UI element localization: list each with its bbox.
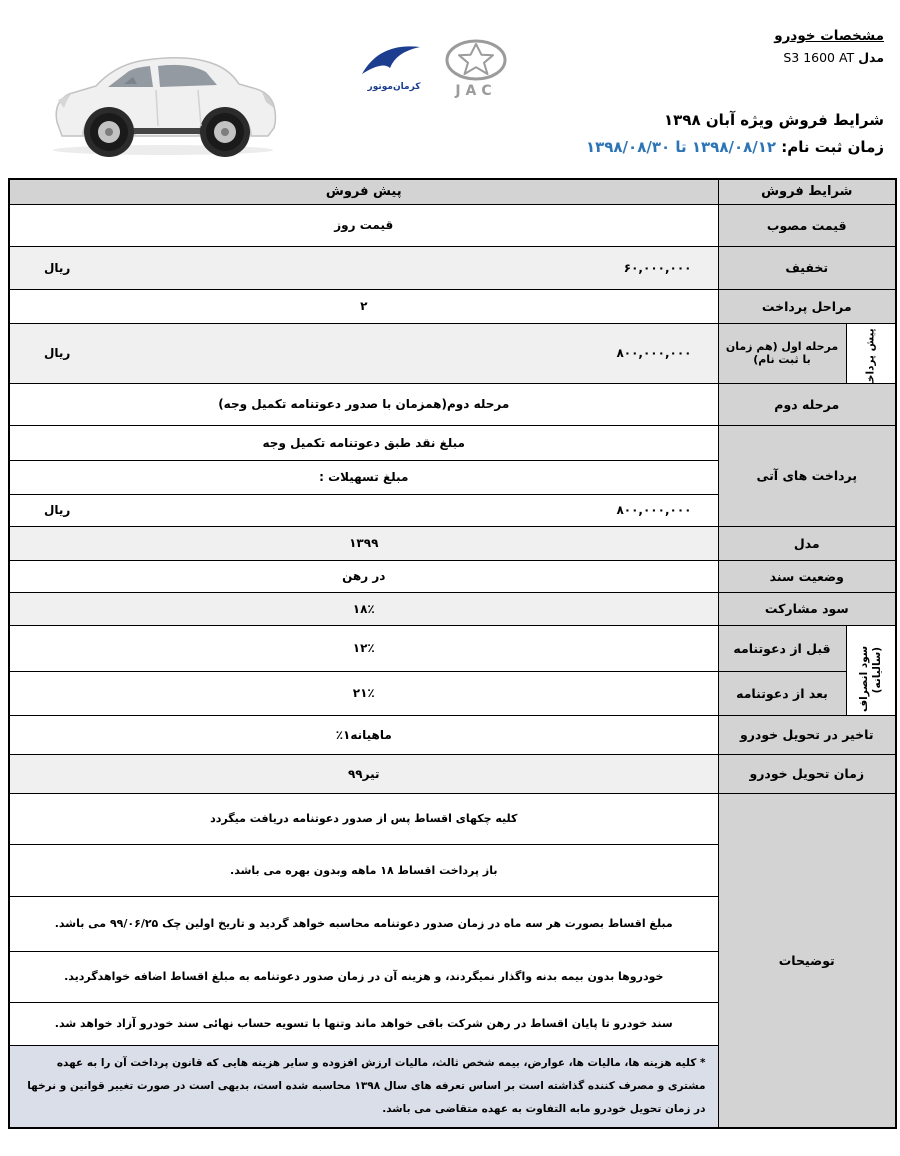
doc-status-value-cell: در رهن bbox=[8, 559, 719, 593]
registration-label: زمان ثبت نام: bbox=[781, 138, 884, 156]
kerman-motor-wordmark: کرمان‌موتور bbox=[367, 82, 421, 92]
cancel-profit-vertical-label: سود انصراف (سالیانه) bbox=[857, 645, 883, 712]
model-year-label-cell: مدل bbox=[717, 525, 897, 561]
car-illustration bbox=[53, 57, 277, 157]
cancel-profit-vertical-label-cell: سود انصراف (سالیانه) bbox=[845, 624, 897, 716]
table-row: بعد از دعوتنامه ۲۱٪ bbox=[8, 670, 896, 716]
model-line: مدل S3 1600 AT bbox=[554, 50, 884, 65]
table-row: باز پرداخت اقساط ۱۸ ماهه وبدون بهره می ب… bbox=[8, 843, 896, 897]
approved-price-value-cell: قیمت روز bbox=[8, 203, 719, 247]
doc-status-label-cell: وضعیت سند bbox=[717, 559, 897, 593]
sale-type-value-cell: پیش فروش bbox=[8, 178, 719, 205]
table-row: پرداخت های آتی مبلغ نقد طبق دعوتنامه تکم… bbox=[8, 424, 897, 527]
table-row: تاخیر در تحویل خودرو ٪۱ماهیانه bbox=[8, 714, 897, 755]
facility-amount-value-cell: ۸۰۰,۰۰۰,۰۰۰ ریال bbox=[8, 493, 719, 527]
table-row: مبلغ تسهیلات : bbox=[8, 459, 896, 495]
registration-dates: ۱۳۹۸/۰۸/۱۲ تا ۱۳۹۸/۰۸/۳۰ bbox=[585, 138, 777, 156]
kerman-motor-bird-icon bbox=[362, 46, 420, 74]
delay-label-cell: تاخیر در تحویل خودرو bbox=[717, 714, 897, 755]
brand-logos: کرمان‌موتور JAC bbox=[358, 38, 528, 99]
stage2-label-cell: مرحله دوم bbox=[717, 382, 897, 426]
after-invite-label-cell: بعد از دعوتنامه bbox=[717, 670, 847, 716]
discount-label-cell: تخفیف bbox=[717, 245, 897, 290]
note-row-1: کلیه چکهای اقساط پس از صدور دعوتنامه دری… bbox=[8, 792, 719, 845]
payment-stages-value-cell: ۲ bbox=[8, 288, 719, 324]
table-row: مرحله دوم مرحله دوم(همزمان با صدور دعوتن… bbox=[8, 382, 897, 426]
stage1-unit: ریال bbox=[44, 346, 71, 360]
table-row: سود مشارکت ۱۸٪ bbox=[8, 591, 897, 626]
after-invite-value-cell: ۲۱٪ bbox=[8, 670, 719, 716]
jac-star-icon bbox=[445, 39, 507, 81]
table-row: مبلغ اقساط بصورت هر سه ماه در زمان صدور … bbox=[8, 895, 896, 952]
table-row: وضعیت سند در رهن bbox=[8, 559, 897, 593]
note-row-2: باز پرداخت اقساط ۱۸ ماهه وبدون بهره می ب… bbox=[8, 843, 719, 897]
delivery-label-cell: زمان تحویل خودرو bbox=[717, 753, 897, 794]
notes-label-cell: توضیحات bbox=[717, 792, 897, 1129]
model-year-value-cell: ۱۳۹۹ bbox=[8, 525, 719, 561]
before-invite-label-cell: قبل از دعوتنامه bbox=[717, 624, 847, 672]
stage2-value-cell: مرحله دوم(همزمان با صدور دعوتنامه تکمیل … bbox=[8, 382, 719, 426]
table-row: * کلیه هزینه ها، مالیات ها، عوارض، بیمه … bbox=[8, 1044, 896, 1129]
sale-type-label-cell: شرایط فروش bbox=[717, 178, 897, 205]
sale-conditions-title: شرایط فروش ویژه آبان ۱۳۹۸ bbox=[664, 111, 884, 129]
prepayment-vertical-label-cell: پیش پرداخت bbox=[845, 322, 897, 384]
registration-period-line: زمان ثبت نام: ۱۳۹۸/۰۸/۱۲ تا ۱۳۹۸/۰۸/۳۰ bbox=[554, 138, 884, 156]
facility-unit: ریال bbox=[44, 503, 71, 517]
table-row: شرایط فروش پیش فروش bbox=[8, 178, 897, 205]
table-row: مراحل پرداخت ۲ bbox=[8, 288, 897, 324]
table-row: پیش پرداخت مرحله اول (هم زمان با ثبت نام… bbox=[8, 322, 897, 384]
stage1-amount: ۸۰۰,۰۰۰,۰۰۰ bbox=[616, 346, 692, 360]
table-row: توضیحات کلیه چکهای اقساط پس از صدور دعوت… bbox=[8, 792, 897, 1129]
discount-amount: ۶۰,۰۰۰,۰۰۰ bbox=[623, 260, 692, 275]
header-text-block: مشخصات خودرو مدل S3 1600 AT شرایط فروش و… bbox=[554, 28, 884, 156]
before-invite-value-cell: ۱۲٪ bbox=[8, 624, 719, 672]
note-row-4: خودروها بدون بیمه بدنه واگذار نمیگردند، … bbox=[8, 950, 719, 1003]
future-payments-label-cell: پرداخت های آتی bbox=[717, 424, 897, 527]
jac-logo: JAC bbox=[444, 38, 508, 99]
prepayment-vertical-label: پیش پرداخت bbox=[864, 328, 877, 383]
table-row: سند خودرو تا پایان اقساط در رهن شرکت باق… bbox=[8, 1001, 896, 1046]
table-row: زمان تحویل خودرو تیر۹۹ bbox=[8, 753, 897, 794]
page-header: کرمان‌موتور JAC مشخصات خودرو مدل S3 1600… bbox=[0, 0, 900, 178]
table-row: تخفیف ۶۰,۰۰۰,۰۰۰ ریال bbox=[8, 245, 897, 290]
model-label: مدل bbox=[858, 50, 884, 65]
model-value: S3 1600 AT bbox=[783, 50, 855, 65]
facility-amount-label-cell: مبلغ تسهیلات : bbox=[8, 459, 719, 495]
discount-value-cell: ۶۰,۰۰۰,۰۰۰ ریال bbox=[8, 245, 719, 290]
stage1-label-cell: مرحله اول (هم زمان با ثبت نام) bbox=[717, 322, 847, 384]
future-cash-cell: مبلغ نقد طبق دعوتنامه تکمیل وجه bbox=[8, 424, 719, 461]
delay-value-cell: ٪۱ماهیانه bbox=[8, 714, 719, 755]
sale-conditions-table: شرایط فروش پیش فروش قیمت مصوب قیمت روز ت… bbox=[8, 178, 897, 1129]
table-row: خودروها بدون بیمه بدنه واگذار نمیگردند، … bbox=[8, 950, 896, 1003]
footnote-cell: * کلیه هزینه ها، مالیات ها، عوارض، بیمه … bbox=[8, 1044, 719, 1129]
table-row: قیمت مصوب قیمت روز bbox=[8, 203, 897, 247]
note-row-5: سند خودرو تا پایان اقساط در رهن شرکت باق… bbox=[8, 1001, 719, 1046]
jac-wordmark: JAC bbox=[455, 83, 497, 99]
approved-price-label-cell: قیمت مصوب bbox=[717, 203, 897, 247]
facility-amount: ۸۰۰,۰۰۰,۰۰۰ bbox=[616, 503, 692, 517]
participation-profit-value-cell: ۱۸٪ bbox=[8, 591, 719, 626]
payment-stages-label-cell: مراحل پرداخت bbox=[717, 288, 897, 324]
kerman-motor-logo: کرمان‌موتور bbox=[358, 38, 430, 92]
discount-unit: ریال bbox=[44, 260, 71, 275]
stage1-value-cell: ۸۰۰,۰۰۰,۰۰۰ ریال bbox=[8, 322, 719, 384]
page-title: مشخصات خودرو bbox=[774, 28, 884, 44]
delivery-value-cell: تیر۹۹ bbox=[8, 753, 719, 794]
table-row: سود انصراف (سالیانه) قبل از دعوتنامه ۱۲٪ bbox=[8, 624, 897, 716]
participation-profit-label-cell: سود مشارکت bbox=[717, 591, 897, 626]
table-row: مدل ۱۳۹۹ bbox=[8, 525, 897, 561]
car-photo bbox=[38, 26, 288, 170]
note-row-3: مبلغ اقساط بصورت هر سه ماه در زمان صدور … bbox=[8, 895, 719, 952]
